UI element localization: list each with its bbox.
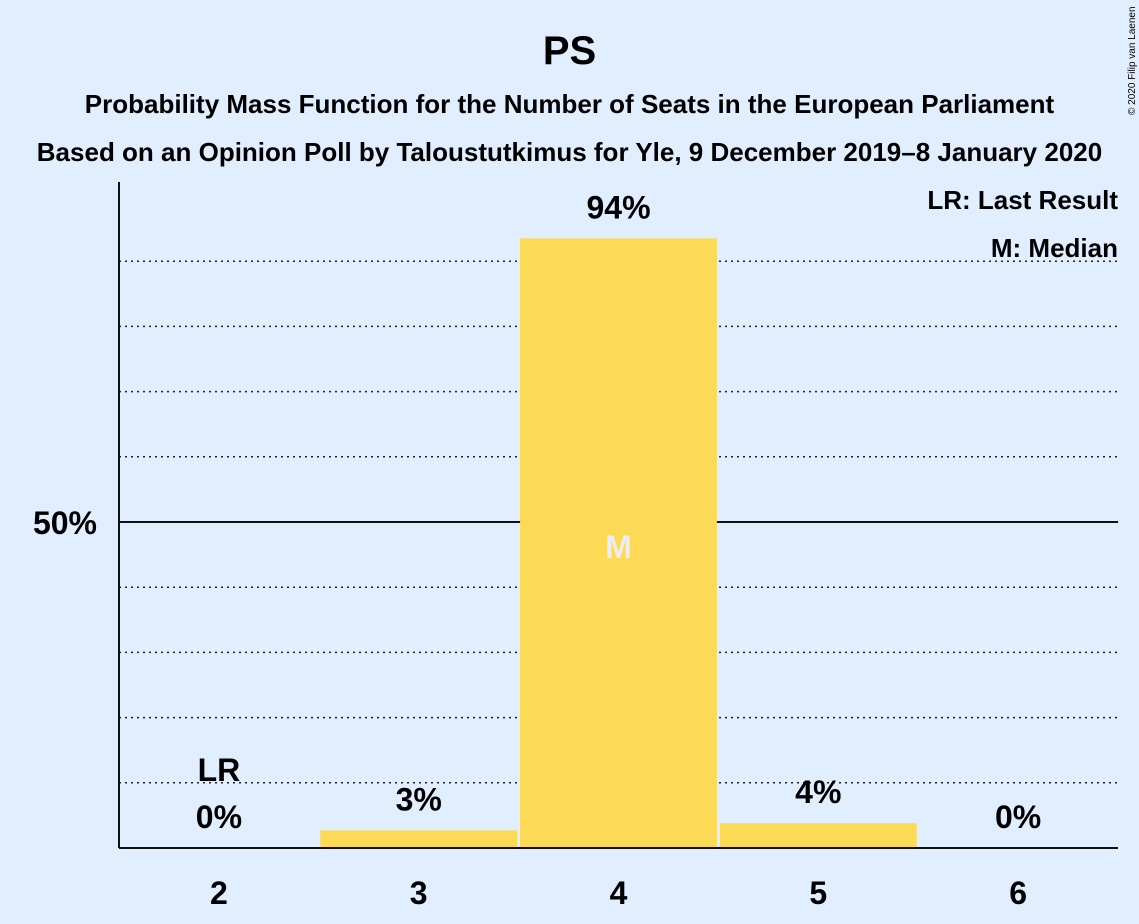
value-label-5: 4% (795, 774, 841, 810)
x-tick-label-5: 5 (809, 875, 827, 911)
legend-last-result: LR: Last Result (927, 185, 1118, 215)
x-tick-label-4: 4 (610, 875, 628, 911)
median-marker: M (605, 529, 632, 565)
value-label-2: 0% (196, 799, 242, 835)
x-tick-label-6: 6 (1009, 875, 1027, 911)
value-label-6: 0% (995, 799, 1041, 835)
y-tick-label: 50% (33, 505, 97, 541)
legend-median: M: Median (991, 233, 1118, 263)
bars (320, 238, 917, 848)
chart-title: PS (543, 29, 596, 73)
axes: 50% 2 3 4 5 6 (33, 182, 1118, 911)
bar-seats-4 (520, 238, 717, 848)
copyright-note: © 2020 Filip van Laenen (1127, 6, 1138, 115)
bar-labels: 0% LR 3% 94% M 4% 0% (196, 189, 1041, 835)
bar-seats-3 (320, 830, 518, 848)
value-label-4: 94% (586, 189, 650, 225)
bar-seats-5 (719, 823, 917, 848)
last-result-marker: LR (198, 752, 241, 788)
x-tick-label-3: 3 (410, 875, 428, 911)
value-label-3: 3% (396, 781, 442, 817)
x-tick-label-2: 2 (210, 875, 228, 911)
chart-subtitle-source: Based on an Opinion Poll by Taloustutkim… (37, 137, 1102, 167)
chart-subtitle-method: Probability Mass Function for the Number… (85, 89, 1055, 119)
